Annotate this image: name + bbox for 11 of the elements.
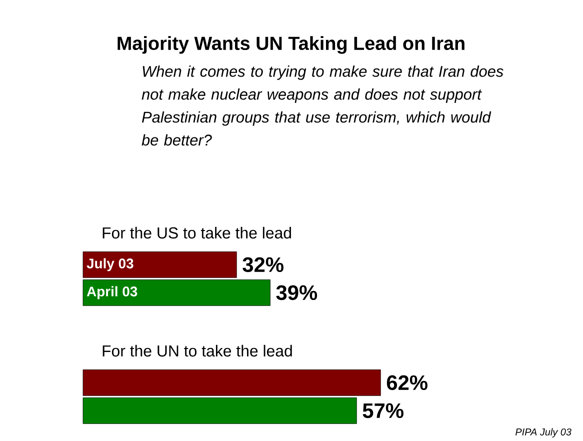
chart-subtitle: When it comes to trying to make sure that Iran does not make nuclear weapons and does not support Palestinian groups that use terrorism, which would be better? bbox=[142, 66, 504, 146]
data-label: 62% bbox=[386, 375, 428, 390]
data-label: 32% bbox=[242, 257, 284, 272]
data-label: 39% bbox=[276, 285, 318, 300]
y-tick-label: For the US to take the lead bbox=[102, 226, 291, 239]
data-label: 57% bbox=[362, 403, 404, 418]
chart-title: Majority Wants UN Taking Lead on Iran bbox=[118, 36, 464, 54]
series-label: April 03 bbox=[86, 286, 138, 300]
series-label: July 03 bbox=[86, 258, 134, 272]
text: PIPA July 03 bbox=[516, 428, 572, 438]
y-tick-label: For the UN to take the lead bbox=[102, 344, 292, 357]
